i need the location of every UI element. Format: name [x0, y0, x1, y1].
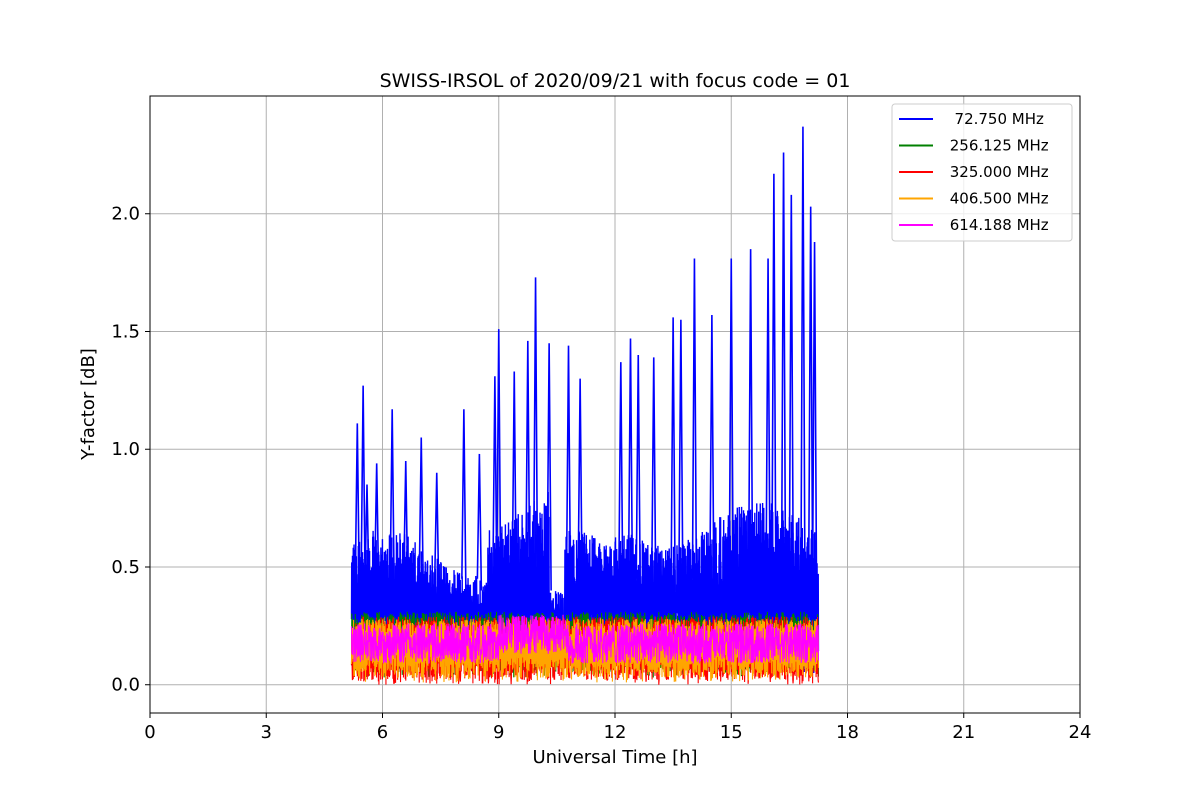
series-peak	[709, 315, 715, 591]
series-peak	[360, 385, 366, 591]
y-tick-label: 1.5	[111, 321, 140, 342]
series-peak	[461, 409, 467, 591]
series-peak	[354, 423, 361, 591]
series-peak	[635, 355, 642, 591]
legend: 72.750 MHz 256.125 MHz 325.000 MHz 406.5…	[891, 103, 1073, 242]
series-peak	[670, 317, 676, 591]
y-tick-label: 0.0	[111, 675, 140, 696]
series-peak	[402, 461, 409, 591]
legend-label: 614.188 MHz	[945, 216, 1049, 234]
series-peak	[800, 126, 806, 591]
series-peak	[650, 357, 657, 591]
series-peak	[565, 345, 572, 591]
series-peak	[678, 319, 684, 591]
chart-title: SWISS-IRSOL of 2020/09/21 with focus cod…	[380, 70, 851, 92]
x-tick-label: 18	[836, 722, 859, 743]
series-peak	[433, 472, 440, 591]
series-peak	[389, 409, 395, 591]
y-tick-label: 0.5	[111, 557, 140, 578]
series-peak	[364, 484, 370, 591]
x-axis-label: Universal Time [h]	[532, 747, 697, 768]
series-layer	[350, 126, 820, 685]
series-peak	[476, 453, 483, 591]
plot-area	[350, 126, 820, 685]
series-peak	[765, 258, 771, 591]
legend-label: 325.000 MHz	[945, 163, 1049, 181]
y-tick-label: 2.0	[111, 204, 140, 225]
x-tick-label: 12	[604, 722, 627, 743]
x-tick-label: 6	[377, 722, 388, 743]
series-peak	[771, 173, 777, 591]
series-peak	[618, 362, 624, 591]
series-line	[350, 614, 819, 664]
x-tick-label: 24	[1069, 722, 1092, 743]
series-peak	[373, 463, 380, 591]
series-peak	[492, 376, 498, 591]
series-peak	[728, 258, 735, 591]
legend-label: 406.500 MHz	[945, 190, 1049, 208]
series-peak	[546, 343, 552, 591]
x-tick-label: 15	[720, 722, 743, 743]
series-peak	[811, 242, 818, 591]
series-peak	[691, 258, 698, 591]
y-tick-label: 1.0	[111, 439, 140, 460]
y-axis-label: Y-factor [dB]	[78, 348, 99, 461]
x-axis: 0 3 6 9 12 15 18 21 24	[144, 713, 1091, 743]
series-peak	[525, 340, 531, 591]
series-peak	[627, 338, 634, 591]
x-tick-label: 0	[144, 722, 155, 743]
x-tick-label: 3	[261, 722, 272, 743]
series-peak	[495, 329, 502, 591]
series-peak	[418, 437, 425, 591]
series-peak	[532, 277, 539, 591]
legend-box	[891, 103, 1073, 242]
series-peak	[577, 378, 583, 591]
legend-label: 256.125 MHz	[945, 137, 1049, 155]
y-axis: 0.0 0.5 1.0 1.5 2.0	[111, 204, 150, 696]
series-peak	[807, 206, 814, 591]
series-peak	[511, 371, 518, 591]
x-tick-label: 21	[952, 722, 975, 743]
series-peak	[788, 194, 795, 591]
legend-label: 72.750 MHz	[945, 110, 1044, 128]
series-peak	[780, 152, 787, 591]
series-peak	[747, 249, 754, 591]
x-tick-label: 9	[493, 722, 504, 743]
